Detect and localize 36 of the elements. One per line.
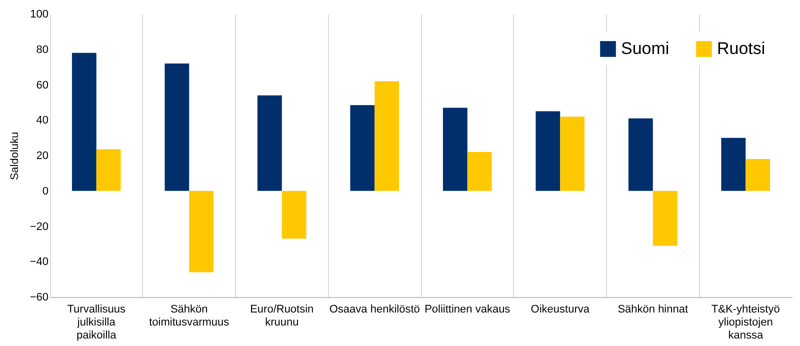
- y-tick-label: 60: [36, 79, 48, 92]
- y-tick-label: −60: [30, 292, 48, 304]
- legend-label: Ruotsi: [717, 39, 766, 58]
- x-tick-label: Osaava henkilöstö: [329, 304, 420, 316]
- y-tick-label: −40: [30, 256, 48, 268]
- bar: [560, 116, 585, 191]
- x-tick-label: Turvallisuus julkisilla paikoilla: [67, 304, 126, 342]
- y-tick-label: 80: [36, 44, 48, 56]
- bar: [442, 108, 468, 191]
- bar: [374, 81, 400, 191]
- bar: [350, 105, 375, 191]
- x-tick-label: Sähkön toimitusvarmuus: [149, 304, 230, 328]
- x-tick-label: T&K-yhteistyö yliopistojen kanssa: [711, 304, 780, 342]
- x-tick-label: Sähkön hinnat: [618, 304, 688, 316]
- bar: [257, 95, 282, 191]
- y-tick-label: −20: [30, 220, 48, 233]
- bar: [467, 152, 492, 191]
- x-tick-label: Euro/Ruotsin kruunu: [250, 304, 314, 328]
- bar: [746, 159, 770, 191]
- bar: [721, 138, 746, 191]
- y-tick-label: 40: [36, 114, 48, 127]
- bar: [282, 190, 306, 239]
- y-tick-label: 0: [42, 185, 48, 198]
- bar: [164, 64, 190, 191]
- y-tick-label: 100: [30, 8, 48, 20]
- legend-label: Suomi: [621, 39, 670, 58]
- x-tick-label: Oikeusturva: [530, 304, 590, 316]
- bar: [96, 149, 121, 191]
- bar: [652, 190, 678, 246]
- bar: [628, 118, 653, 191]
- x-tick-label: Poliittinen vakaus: [424, 304, 511, 316]
- bar: [189, 190, 214, 272]
- bar: [536, 111, 560, 191]
- y-axis-title: Saldoluku: [8, 132, 21, 180]
- y-tick-label: 20: [36, 150, 48, 162]
- bar: [72, 52, 96, 191]
